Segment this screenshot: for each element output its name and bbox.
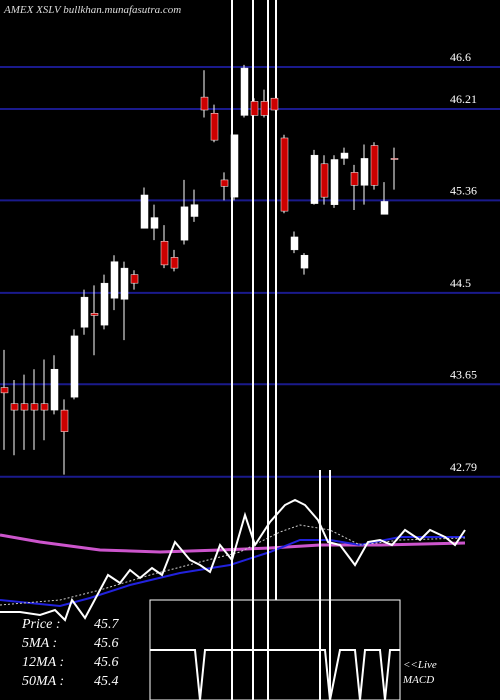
candle-body	[230, 134, 239, 198]
y-tick-label: 45.36	[450, 183, 477, 197]
y-tick-label: 44.5	[450, 276, 471, 290]
candle-body	[130, 274, 139, 284]
candle-body	[250, 101, 259, 116]
candle-body	[220, 179, 229, 187]
candle-body	[240, 67, 249, 116]
candle-body	[180, 206, 189, 241]
candle-body	[270, 97, 279, 111]
candle-body	[290, 236, 299, 251]
candle-body	[20, 403, 29, 411]
y-tick-label: 46.21	[450, 92, 477, 106]
candle-body	[70, 335, 79, 398]
candle-body	[10, 403, 19, 411]
legend: Price : 45.7 5MA : 45.6 12MA : 45.6 50MA : 45.4	[21, 617, 120, 689]
legend-label: 12MA :	[22, 655, 64, 670]
legend-value: 45.6	[94, 636, 119, 651]
y-tick-label: 42.79	[450, 460, 477, 474]
candle-body	[370, 145, 379, 186]
candle-body	[110, 261, 119, 299]
indicator-panel	[0, 0, 466, 700]
candle-body	[360, 158, 369, 186]
chart-title: AMEX XSLV bullkhan.munafasutra.com	[3, 4, 181, 16]
candle-body	[120, 267, 129, 300]
dotted-line	[0, 524, 466, 606]
candle-body	[40, 403, 49, 411]
candle-body	[340, 152, 349, 159]
y-tick-label: 46.6	[450, 50, 471, 64]
candle-body	[200, 96, 209, 111]
candle-body	[100, 282, 109, 326]
candle-body	[50, 368, 59, 411]
candle-body	[300, 254, 309, 269]
candle-body	[380, 201, 389, 215]
candle-body	[140, 194, 149, 229]
candle-body	[350, 172, 359, 186]
macd-label: MACD	[402, 674, 434, 686]
legend-value: 45.6	[94, 655, 119, 670]
candle-body	[80, 296, 89, 328]
y-tick-label: 43.65	[450, 367, 477, 381]
candle-body	[390, 158, 399, 160]
macd-line	[150, 649, 400, 700]
candle-body	[90, 313, 99, 316]
legend-label: 5MA :	[22, 636, 57, 651]
candle-body	[320, 163, 329, 198]
candle-body	[260, 101, 269, 116]
candle-body	[160, 240, 169, 266]
legend-value: 45.7	[94, 617, 120, 632]
candle-body	[170, 257, 179, 269]
candle-body	[310, 154, 319, 204]
macd-label: <<Live	[403, 659, 437, 671]
legend-label: 50MA :	[22, 674, 64, 689]
candle-body	[210, 112, 219, 141]
legend-label: Price :	[21, 617, 60, 632]
candle-body	[30, 403, 39, 411]
legend-value: 45.4	[94, 674, 119, 689]
candle-body	[280, 137, 289, 212]
candle-body	[60, 409, 69, 432]
candle-body	[330, 159, 339, 205]
candle-body	[150, 217, 159, 229]
candle-body	[0, 387, 9, 394]
candle-body	[190, 204, 199, 217]
